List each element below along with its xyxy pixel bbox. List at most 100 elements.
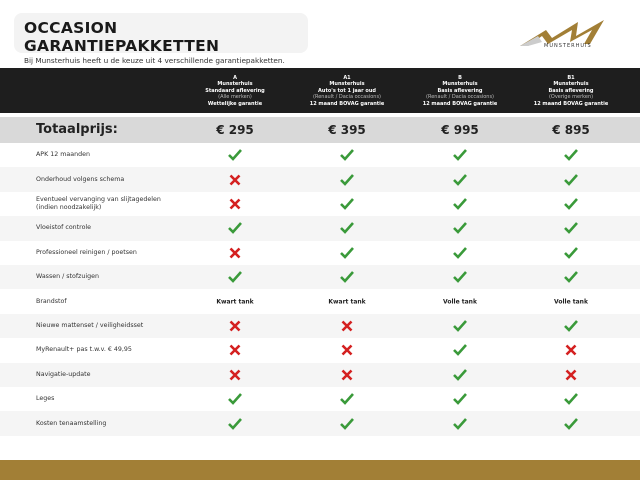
- check-icon: [340, 271, 354, 284]
- cross-icon: [229, 198, 241, 210]
- check-icon: [564, 173, 578, 186]
- package-brand: Munsterhuis: [553, 81, 589, 88]
- package-scope: (Renault / Dacia occasions): [313, 94, 381, 101]
- table-row: Brandstof Kwart tank Kwart tank Volle tank V…: [0, 289, 640, 313]
- munsterhuis-logo: MUNSTERHUIS: [520, 20, 604, 49]
- check-icon: [564, 149, 578, 162]
- package-code: B1: [567, 75, 575, 81]
- package-type: Basis aflevering: [437, 87, 483, 94]
- check-icon: [340, 246, 354, 259]
- check-icon: [228, 393, 242, 406]
- check-icon: [453, 393, 467, 406]
- table-row: APK 12 maanden: [0, 143, 640, 167]
- cross-icon: [229, 369, 241, 381]
- svg-text:MUNSTERHUIS: MUNSTERHUIS: [544, 43, 592, 49]
- check-icon: [340, 198, 354, 210]
- row-label: Wassen / stofzuigen: [36, 273, 99, 281]
- table-row: Professioneel reinigen / poetsen: [0, 241, 640, 265]
- row-label: Kosten tenaamstelling: [36, 419, 107, 427]
- cross-icon: [229, 344, 241, 356]
- check-icon: [340, 173, 354, 186]
- package-warranty: 12 maand BOVAG garantie: [422, 100, 498, 107]
- check-icon: [453, 320, 467, 332]
- table-row: Vloeistof controle: [0, 216, 640, 241]
- package-header-a: A Munsterhuis Standaard aflevering (Alle me…: [179, 75, 291, 107]
- table-row: Eventueel vervanging van slijtagedelen (…: [0, 192, 640, 216]
- total-price-row: Totaalprijs: € 295 € 395 € 995 € 895: [0, 117, 640, 143]
- check-icon: [453, 344, 467, 357]
- check-icon: [453, 368, 467, 381]
- check-icon: [228, 271, 242, 284]
- package-header: A Munsterhuis Standaard aflevering (Alle me…: [0, 68, 640, 113]
- row-label: Onderhoud volgens schema: [36, 175, 125, 183]
- row-label: Leges: [36, 395, 55, 403]
- package-brand: Munsterhuis: [329, 81, 365, 88]
- check-icon: [228, 222, 242, 235]
- row-label: APK 12 maanden: [36, 151, 90, 159]
- total-label: Totaalprijs:: [36, 122, 118, 137]
- package-type: Standaard aflevering: [205, 87, 265, 94]
- package-brand: Munsterhuis: [442, 81, 478, 88]
- package-scope: (Renault / Dacia occasions): [426, 94, 494, 101]
- package-brand: Munsterhuis: [217, 81, 253, 88]
- cross-icon: [229, 174, 241, 185]
- cell-value: Volle tank: [443, 298, 477, 306]
- check-icon: [228, 149, 242, 162]
- check-icon: [340, 149, 354, 162]
- row-label: Brandstof: [36, 297, 67, 305]
- row-label: Navigatie-update: [36, 370, 91, 378]
- table-row: Leges: [0, 387, 640, 411]
- package-header-b1: B1 Munsterhuis Basis aflevering (Overige me…: [515, 75, 627, 107]
- cross-icon: [341, 369, 353, 381]
- package-type: Basis aflevering: [548, 87, 594, 94]
- cross-icon: [229, 320, 241, 332]
- cross-icon: [565, 344, 577, 356]
- check-icon: [453, 271, 467, 284]
- table-row: Wassen / stofzuigen: [0, 265, 640, 290]
- cross-icon: [229, 247, 241, 259]
- row-label: Nieuwe mattenset / veiligheidsset: [36, 321, 144, 329]
- cell-value: Kwart tank: [216, 298, 254, 306]
- check-icon: [564, 222, 578, 235]
- package-code: A: [233, 75, 237, 81]
- package-scope: (Overige merken): [548, 94, 594, 101]
- check-icon: [564, 393, 578, 406]
- cross-icon: [341, 344, 353, 356]
- package-warranty: 12 maand BOVAG garantie: [533, 100, 609, 107]
- check-icon: [453, 149, 467, 162]
- row-label: MyRenault+ pas t.w.v. € 49,95: [36, 346, 132, 354]
- package-scope: (Alle merken): [218, 94, 252, 101]
- check-icon: [564, 320, 578, 332]
- check-icon: [340, 417, 354, 430]
- cross-icon: [341, 320, 353, 332]
- table-row: Kosten tenaamstelling: [0, 411, 640, 436]
- package-warranty: 12 maand BOVAG garantie: [309, 100, 385, 107]
- check-icon: [453, 417, 467, 430]
- check-icon: [228, 417, 242, 430]
- check-icon: [564, 246, 578, 259]
- check-icon: [564, 417, 578, 430]
- check-icon: [564, 198, 578, 210]
- package-price: € 995: [441, 123, 479, 137]
- table-row: Nieuwe mattenset / veiligheidsset: [0, 313, 640, 339]
- cell-value: Kwart tank: [328, 298, 366, 306]
- check-icon: [564, 271, 578, 284]
- page-subtitle: Bij Munsterhuis heeft u de keuze uit 4 v…: [24, 56, 285, 65]
- table-row: Onderhoud volgens schema: [0, 167, 640, 192]
- title-box: OCCASION GARANTIEPAKKETTEN Bij Munsterhu…: [14, 13, 308, 65]
- check-icon: [453, 173, 467, 186]
- row-label: Eventueel vervanging van slijtagedelen (…: [36, 195, 161, 211]
- check-icon: [340, 393, 354, 406]
- package-warranty: Wettelijke garantie: [207, 100, 263, 107]
- package-price: € 295: [216, 123, 254, 137]
- check-icon: [453, 246, 467, 259]
- check-icon: [453, 222, 467, 235]
- package-code: A1: [343, 75, 351, 81]
- package-price: € 895: [552, 123, 590, 137]
- table-row: Navigatie-update: [0, 362, 640, 387]
- page-title: OCCASION GARANTIEPAKKETTEN: [24, 19, 220, 55]
- package-code: B: [458, 75, 462, 81]
- row-label: Professioneel reinigen / poetsen: [36, 248, 137, 256]
- cross-icon: [565, 369, 577, 381]
- check-icon: [340, 222, 354, 235]
